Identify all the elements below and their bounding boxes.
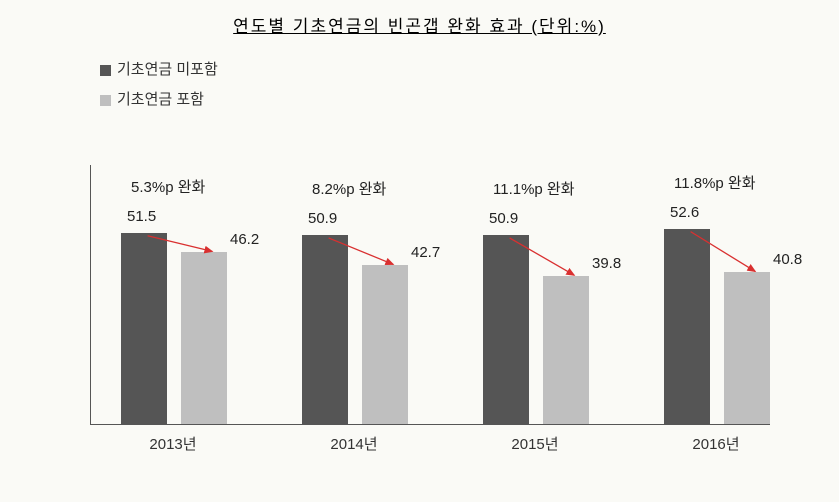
value-label: 42.7 xyxy=(411,244,440,261)
legend: 기초연금 미포함 기초연금 포함 xyxy=(100,55,218,115)
x-axis-label: 2015년 xyxy=(455,433,615,454)
legend-swatch-1 xyxy=(100,95,111,106)
diff-label: 8.2%p 완화 xyxy=(312,178,386,199)
value-label: 46.2 xyxy=(230,231,259,248)
bar xyxy=(664,229,710,424)
value-label: 39.8 xyxy=(592,255,621,272)
value-label: 51.5 xyxy=(127,208,156,225)
chart-title: 연도별 기초연금의 빈곤갭 완화 효과 (단위:%) xyxy=(0,0,839,37)
bar xyxy=(181,252,227,424)
bar xyxy=(302,235,348,424)
diff-label: 11.1%p 완화 xyxy=(493,178,575,199)
chart-area: 기초연금 미포함 기초연금 포함 2013년2014년2015년2016년 5.… xyxy=(90,55,770,475)
legend-label-1: 기초연금 포함 xyxy=(117,85,204,115)
legend-swatch-0 xyxy=(100,65,111,76)
bar xyxy=(362,265,408,424)
plot-area xyxy=(90,165,770,425)
value-label: 52.6 xyxy=(670,204,699,221)
bar xyxy=(483,235,529,424)
value-label: 40.8 xyxy=(773,251,802,268)
x-axis-label: 2014년 xyxy=(274,433,434,454)
x-axis-label: 2016년 xyxy=(636,433,796,454)
diff-label: 5.3%p 완화 xyxy=(131,176,205,197)
bar xyxy=(543,276,589,424)
bar xyxy=(121,233,167,424)
diff-label: 11.8%p 완화 xyxy=(674,172,756,193)
legend-item-0: 기초연금 미포함 xyxy=(100,55,218,85)
value-label: 50.9 xyxy=(308,210,337,227)
bar xyxy=(724,272,770,424)
x-axis-label: 2013년 xyxy=(93,433,253,454)
legend-item-1: 기초연금 포함 xyxy=(100,85,218,115)
value-label: 50.9 xyxy=(489,210,518,227)
legend-label-0: 기초연금 미포함 xyxy=(117,55,218,85)
